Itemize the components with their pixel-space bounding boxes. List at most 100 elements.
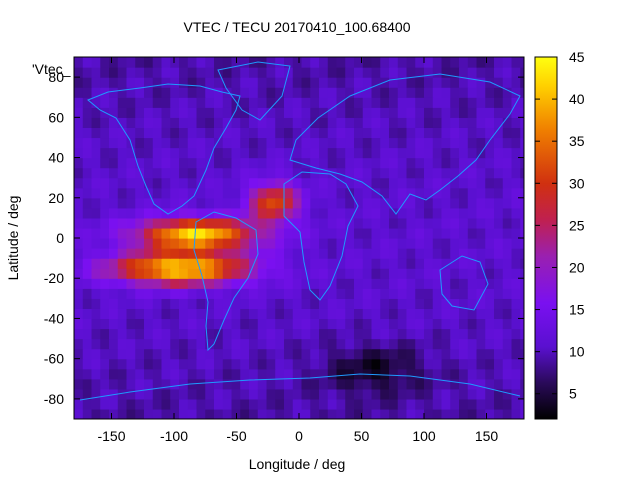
heatmap-cell bbox=[389, 248, 399, 259]
heatmap-cell bbox=[397, 157, 408, 169]
heatmap-cell bbox=[397, 298, 408, 309]
heatmap-cell bbox=[292, 338, 303, 350]
heatmap-cell bbox=[275, 248, 285, 259]
heatmap-cell bbox=[319, 177, 329, 189]
heatmap-cell bbox=[494, 378, 504, 390]
heatmap-cell bbox=[179, 117, 189, 128]
heatmap-cell bbox=[432, 207, 443, 219]
heatmap-cell bbox=[301, 378, 311, 390]
heatmap-cell bbox=[459, 398, 469, 410]
heatmap-cell bbox=[380, 318, 390, 330]
heatmap-cell bbox=[275, 238, 285, 249]
heatmap-cell bbox=[187, 167, 198, 179]
heatmap-cell bbox=[117, 358, 128, 370]
heatmap-cell bbox=[109, 127, 119, 139]
heatmap-cell bbox=[266, 117, 276, 128]
heatmap-cell bbox=[82, 227, 93, 239]
heatmap-cell bbox=[389, 197, 399, 209]
heatmap-cell bbox=[485, 388, 495, 400]
heatmap-cell bbox=[354, 408, 364, 419]
heatmap-cell bbox=[170, 288, 180, 299]
heatmap-cell bbox=[397, 248, 408, 259]
heatmap-cell bbox=[336, 368, 346, 380]
heatmap-cell bbox=[476, 167, 486, 179]
heatmap-cell bbox=[450, 177, 460, 189]
heatmap-cell bbox=[144, 258, 154, 269]
heatmap-cell bbox=[222, 187, 233, 199]
heatmap-cell bbox=[205, 217, 215, 229]
heatmap-cell bbox=[415, 238, 425, 249]
heatmap-cell bbox=[406, 398, 416, 410]
heatmap-cell bbox=[520, 378, 524, 390]
heatmap-cell bbox=[354, 167, 364, 179]
heatmap-cell bbox=[441, 298, 451, 309]
heatmap-cell bbox=[415, 278, 425, 289]
heatmap-cell bbox=[459, 167, 469, 179]
heatmap-cell bbox=[82, 368, 93, 380]
heatmap-cell bbox=[257, 207, 268, 219]
heatmap-cell bbox=[354, 227, 364, 239]
heatmap-cell bbox=[459, 187, 469, 199]
heatmap-cell bbox=[74, 67, 84, 78]
heatmap-cell bbox=[74, 167, 84, 179]
heatmap-cell bbox=[441, 348, 451, 360]
heatmap-cell bbox=[170, 137, 180, 149]
heatmap-cell bbox=[109, 87, 119, 98]
heatmap-cell bbox=[362, 288, 373, 299]
heatmap-cell bbox=[467, 207, 478, 219]
heatmap-cell bbox=[187, 97, 198, 108]
heatmap-cell bbox=[161, 167, 171, 179]
heatmap-cell bbox=[459, 268, 469, 279]
heatmap-cell bbox=[319, 147, 329, 159]
heatmap-cell bbox=[249, 388, 259, 400]
heatmap-cell bbox=[511, 147, 521, 159]
heatmap-cell bbox=[82, 268, 93, 279]
heatmap-cell bbox=[450, 147, 460, 159]
heatmap-cell bbox=[327, 197, 338, 209]
heatmap-cell bbox=[135, 268, 145, 279]
heatmap-cell bbox=[406, 67, 416, 78]
heatmap-cell bbox=[336, 197, 346, 209]
heatmap-cell bbox=[284, 167, 294, 179]
heatmap-cell bbox=[152, 378, 163, 390]
heatmap-cell bbox=[494, 408, 504, 419]
heatmap-cell bbox=[406, 358, 416, 370]
heatmap-cell bbox=[362, 278, 373, 289]
heatmap-cell bbox=[336, 137, 346, 149]
heatmap-cell bbox=[257, 147, 268, 159]
heatmap-cell bbox=[249, 408, 259, 419]
heatmap-cell bbox=[380, 57, 390, 68]
heatmap-cell bbox=[327, 77, 338, 88]
heatmap-cell bbox=[257, 107, 268, 118]
heatmap-cell bbox=[91, 308, 101, 320]
heatmap-cell bbox=[240, 368, 250, 380]
heatmap-cell bbox=[292, 217, 303, 229]
heatmap-cell bbox=[161, 197, 171, 209]
heatmap-cell bbox=[284, 378, 294, 390]
heatmap-cell bbox=[319, 308, 329, 320]
heatmap-cell bbox=[266, 217, 276, 229]
heatmap-cell bbox=[406, 238, 416, 249]
heatmap-cell bbox=[511, 328, 521, 340]
heatmap-cell bbox=[144, 388, 154, 400]
heatmap-cell bbox=[301, 348, 311, 360]
heatmap-cell bbox=[327, 288, 338, 299]
heatmap-cell bbox=[511, 378, 521, 390]
heatmap-cell bbox=[520, 288, 524, 299]
heatmap-cell bbox=[301, 147, 311, 159]
heatmap-cell bbox=[170, 398, 180, 410]
heatmap-cell bbox=[249, 398, 259, 410]
heatmap-cell bbox=[179, 57, 189, 68]
heatmap-cell bbox=[459, 97, 469, 108]
heatmap-cell bbox=[214, 127, 224, 139]
heatmap-cell bbox=[117, 378, 128, 390]
heatmap-cell bbox=[467, 57, 478, 68]
heatmap-cell bbox=[126, 408, 136, 419]
heatmap-cell bbox=[222, 358, 233, 370]
heatmap-cell bbox=[135, 358, 145, 370]
heatmap-cell bbox=[152, 408, 163, 419]
colorbar bbox=[534, 56, 558, 420]
heatmap-cell bbox=[310, 217, 320, 229]
heatmap-cell bbox=[170, 328, 180, 340]
heatmap-cell bbox=[432, 388, 443, 400]
